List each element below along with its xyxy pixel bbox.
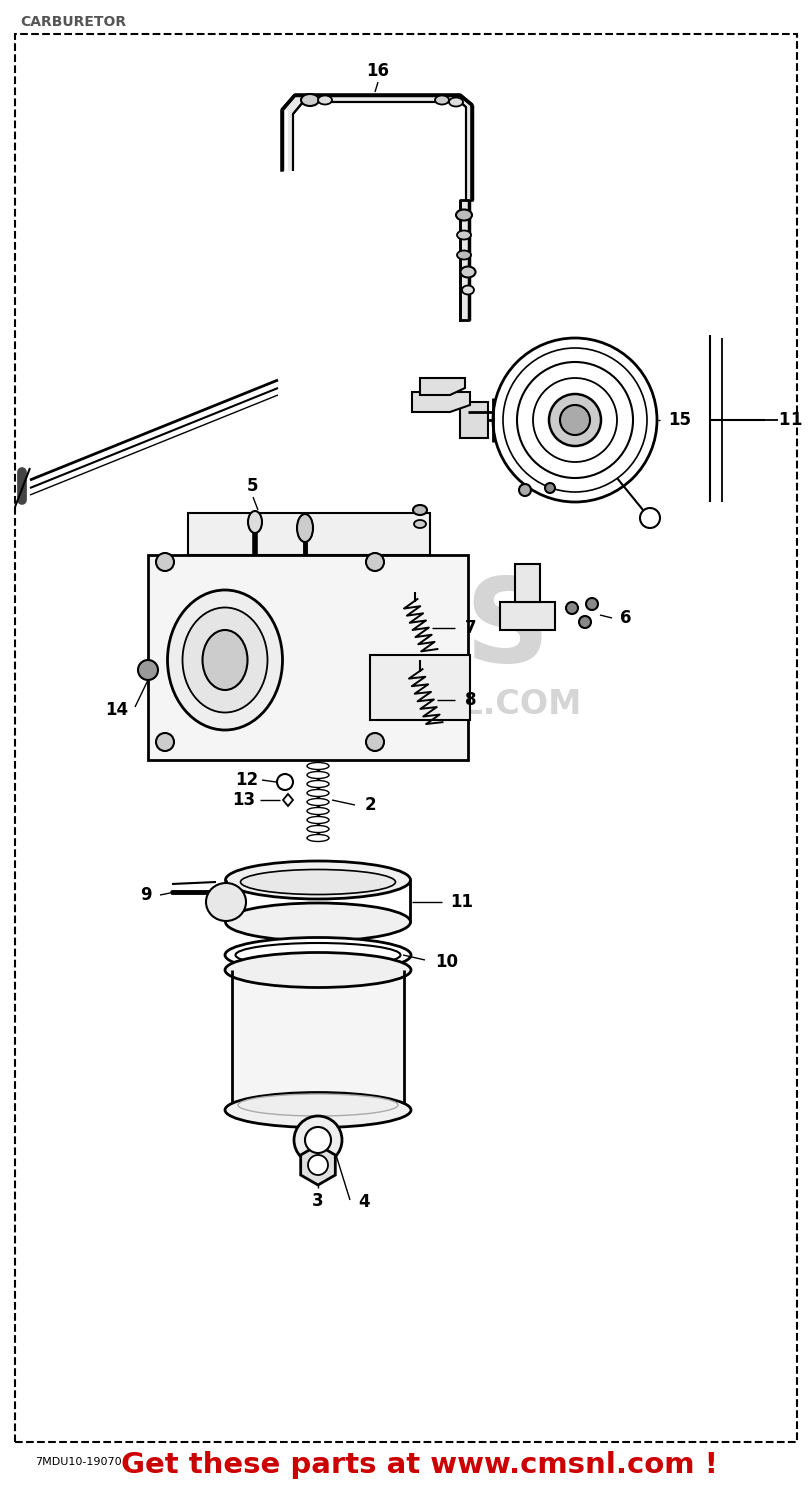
Circle shape (138, 660, 158, 680)
Ellipse shape (307, 762, 328, 770)
Ellipse shape (461, 285, 474, 294)
Ellipse shape (206, 884, 246, 921)
Bar (514, 564, 539, 602)
Ellipse shape (182, 608, 267, 712)
Text: Get these parts at www.cmsnl.com !: Get these parts at www.cmsnl.com ! (122, 1450, 718, 1479)
Ellipse shape (457, 231, 470, 240)
Ellipse shape (435, 96, 448, 105)
Polygon shape (460, 200, 469, 320)
Ellipse shape (307, 825, 328, 833)
Circle shape (544, 483, 554, 494)
Circle shape (156, 554, 174, 572)
Text: 2: 2 (365, 796, 376, 814)
Ellipse shape (235, 944, 400, 968)
Text: 1: 1 (777, 411, 788, 429)
Ellipse shape (307, 834, 328, 842)
Ellipse shape (225, 903, 410, 940)
Text: 5: 5 (247, 477, 259, 495)
Text: 9: 9 (140, 886, 152, 904)
Ellipse shape (457, 251, 470, 260)
Ellipse shape (307, 780, 328, 788)
Circle shape (366, 734, 384, 752)
Circle shape (586, 598, 597, 610)
Circle shape (578, 616, 590, 628)
Circle shape (518, 484, 530, 496)
Text: WWW.CMSNL.COM: WWW.CMSNL.COM (230, 688, 581, 722)
Circle shape (366, 554, 384, 572)
Text: 11: 11 (449, 892, 473, 910)
Bar (188, 513, 430, 555)
Ellipse shape (225, 861, 410, 898)
Ellipse shape (307, 771, 328, 778)
Ellipse shape (307, 798, 328, 806)
Text: 7MDU10-19070: 7MDU10-19070 (35, 1456, 122, 1467)
Ellipse shape (167, 590, 282, 730)
Ellipse shape (413, 506, 427, 515)
Bar (370, 656, 470, 720)
Polygon shape (411, 392, 470, 412)
Bar (232, 970, 404, 1110)
Ellipse shape (247, 512, 262, 532)
Ellipse shape (456, 210, 471, 220)
Text: 14: 14 (105, 700, 128, 718)
Ellipse shape (318, 96, 332, 105)
Bar (148, 555, 467, 760)
Text: 3: 3 (311, 1192, 324, 1210)
Text: 1: 1 (789, 411, 800, 429)
Text: 7: 7 (465, 620, 476, 638)
Circle shape (294, 1116, 341, 1164)
Ellipse shape (414, 520, 426, 528)
Circle shape (305, 1126, 331, 1154)
Text: 8: 8 (465, 692, 476, 709)
Circle shape (517, 362, 633, 478)
Polygon shape (283, 794, 293, 806)
Bar (460, 402, 487, 438)
Ellipse shape (297, 514, 312, 541)
Text: CMS: CMS (261, 573, 550, 687)
Text: 16: 16 (366, 62, 389, 80)
Circle shape (565, 602, 577, 613)
Ellipse shape (225, 938, 410, 972)
Text: 15: 15 (667, 411, 690, 429)
Ellipse shape (238, 1094, 397, 1116)
Text: 12: 12 (234, 771, 258, 789)
Bar (500, 602, 554, 630)
Ellipse shape (460, 267, 475, 278)
Polygon shape (419, 378, 465, 394)
Circle shape (502, 348, 646, 492)
Ellipse shape (225, 952, 410, 987)
Circle shape (307, 1155, 328, 1174)
Ellipse shape (307, 816, 328, 824)
Ellipse shape (225, 1092, 410, 1128)
Text: CARBURETOR: CARBURETOR (20, 15, 126, 28)
Ellipse shape (307, 789, 328, 796)
Polygon shape (300, 1144, 335, 1185)
Circle shape (532, 378, 616, 462)
Text: 10: 10 (435, 952, 457, 970)
Ellipse shape (307, 807, 328, 814)
Polygon shape (281, 94, 471, 200)
Ellipse shape (240, 870, 395, 894)
Circle shape (277, 774, 293, 790)
Text: 4: 4 (358, 1192, 369, 1210)
Circle shape (156, 734, 174, 752)
Circle shape (492, 338, 656, 502)
Text: 6: 6 (620, 609, 631, 627)
Circle shape (639, 509, 659, 528)
Circle shape (560, 405, 590, 435)
Ellipse shape (202, 630, 247, 690)
Text: 13: 13 (232, 790, 255, 808)
Ellipse shape (301, 94, 319, 106)
Circle shape (548, 394, 600, 445)
Ellipse shape (448, 98, 462, 106)
